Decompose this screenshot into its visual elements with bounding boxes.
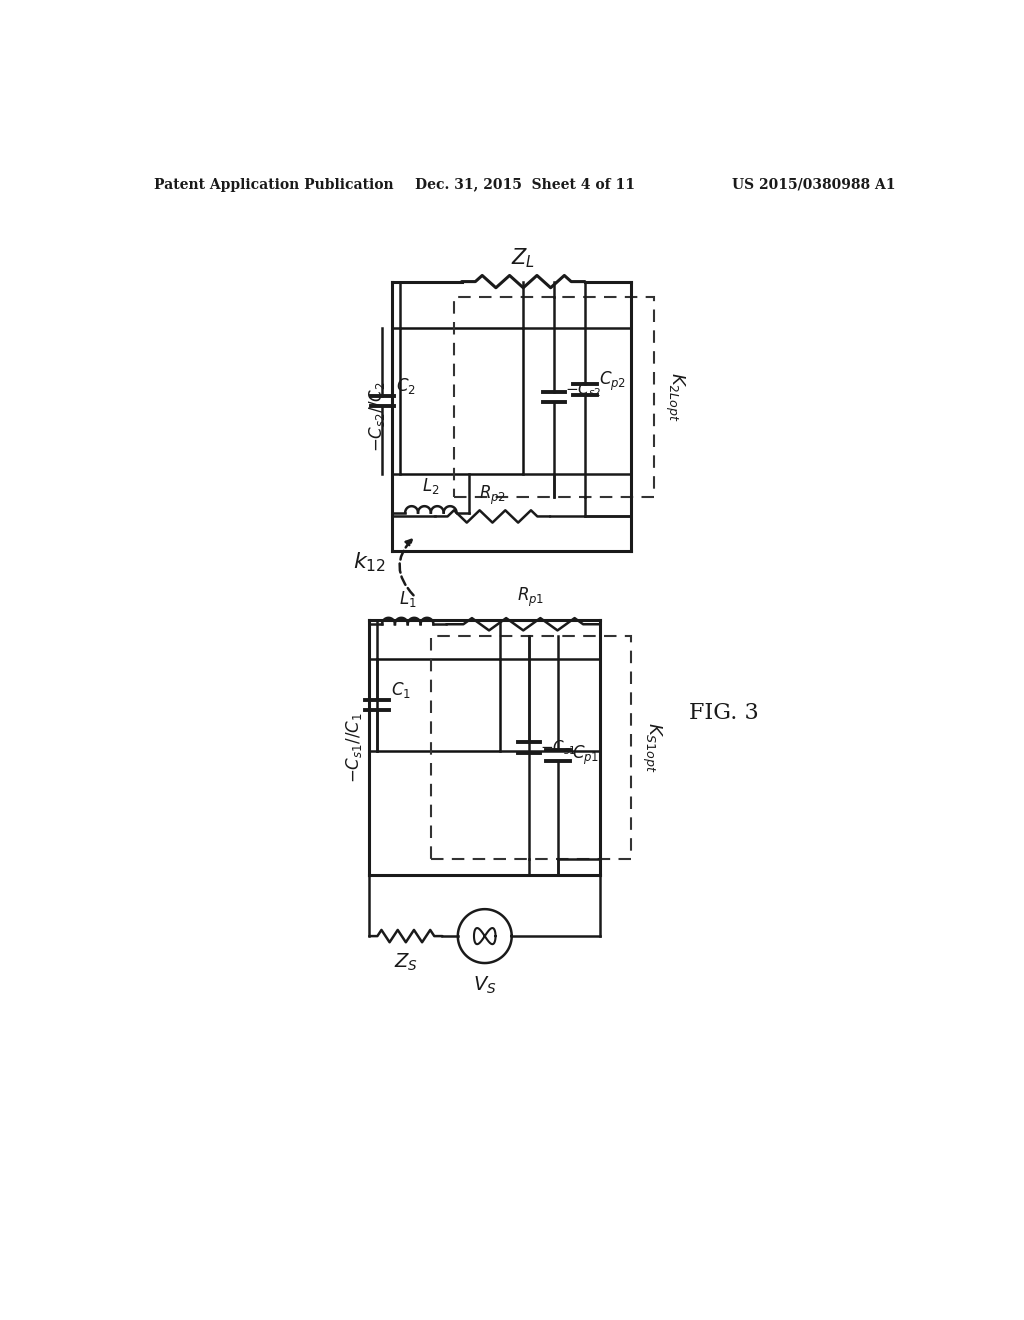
Text: $C_2$: $C_2$ [396,376,416,396]
Text: $-C_{s1}$: $-C_{s1}$ [540,738,577,756]
Text: FIG. 3: FIG. 3 [688,702,759,723]
Text: $V_S$: $V_S$ [473,974,497,995]
Text: Patent Application Publication: Patent Application Publication [154,178,393,191]
Text: $C_{p1}$: $C_{p1}$ [571,743,599,767]
Text: $-C_{s1}//C_1$: $-C_{s1}//C_1$ [344,711,364,783]
Text: $Z_L$: $Z_L$ [511,247,536,271]
Text: $K_{S1opt}$: $K_{S1opt}$ [640,722,664,774]
Text: $-C_{s2}//C_2$: $-C_{s2}//C_2$ [367,381,387,451]
Bar [431,636,631,859]
Text: US 2015/0380988 A1: US 2015/0380988 A1 [732,178,896,191]
Text: $C_{p2}$: $C_{p2}$ [599,370,626,393]
Text: $C_1$: $C_1$ [391,680,411,700]
Text: $k_{12}$: $k_{12}$ [352,550,386,574]
Bar [400,327,523,474]
Text: $R_{p1}$: $R_{p1}$ [517,586,545,609]
Text: $L_1$: $L_1$ [399,589,417,609]
Text: $Z_S$: $Z_S$ [394,952,418,973]
Bar [377,659,500,751]
Text: $K_{2Lopt}$: $K_{2Lopt}$ [664,372,687,422]
Text: $-C_{s2}$: $-C_{s2}$ [565,380,601,399]
Text: Dec. 31, 2015  Sheet 4 of 11: Dec. 31, 2015 Sheet 4 of 11 [415,178,635,191]
Bar [454,297,654,498]
Text: $R_{p2}$: $R_{p2}$ [479,484,506,507]
Text: $L_2$: $L_2$ [422,475,439,496]
